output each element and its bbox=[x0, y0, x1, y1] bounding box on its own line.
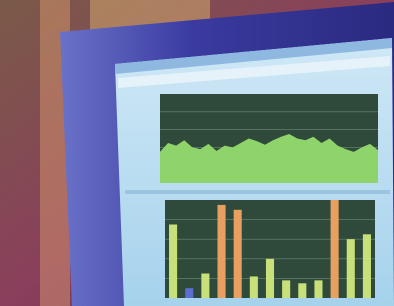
bar bbox=[201, 274, 209, 299]
bar bbox=[250, 276, 258, 298]
bar bbox=[266, 259, 274, 298]
bar bbox=[185, 288, 193, 298]
bar bbox=[347, 239, 355, 298]
bar bbox=[314, 280, 322, 298]
bar bbox=[282, 280, 290, 298]
divider bbox=[125, 190, 390, 194]
bar bbox=[363, 234, 371, 298]
bar bbox=[234, 210, 242, 298]
bar bbox=[218, 205, 226, 298]
bar bbox=[169, 225, 177, 299]
photo bbox=[0, 0, 394, 306]
bar bbox=[331, 200, 339, 298]
bar bbox=[298, 283, 306, 298]
